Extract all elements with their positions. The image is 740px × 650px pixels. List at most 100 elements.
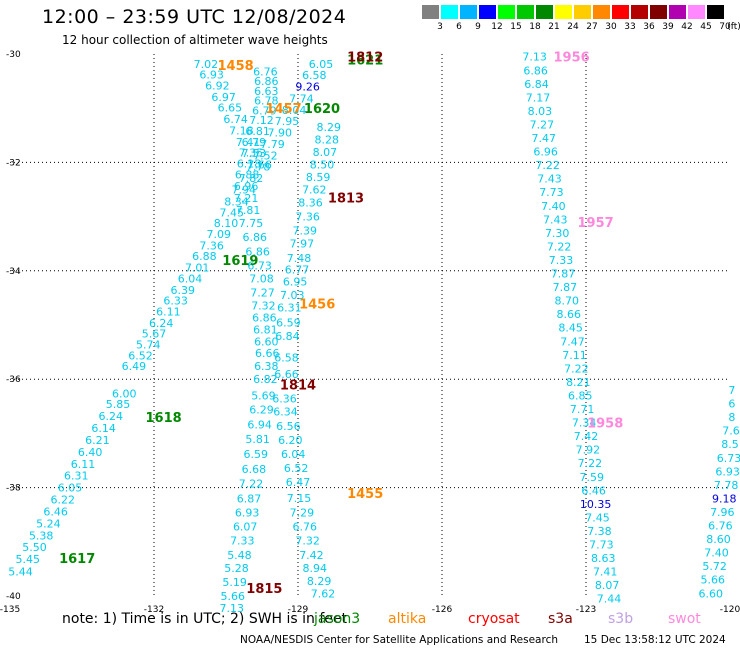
data-point-label: 7.43 xyxy=(543,213,568,226)
data-point-label: 7.17 xyxy=(526,91,551,104)
data-point-label: 6.11 xyxy=(71,458,96,471)
pass-time-label: 1815 xyxy=(246,582,282,597)
colorbar-swatch xyxy=(441,5,458,19)
colorbar-tick-label: 42 xyxy=(681,22,693,32)
data-point-label: 6.58 xyxy=(274,352,299,365)
data-point-label: 7.47 xyxy=(560,335,585,348)
data-point-label: 7.12 xyxy=(249,114,274,127)
y-tick-label: -34 xyxy=(6,267,21,277)
data-point-label: 6.78 xyxy=(254,95,279,108)
data-point-label: 7.29 xyxy=(290,507,315,520)
data-point-label: 6 xyxy=(728,398,735,411)
colorbar-tick-label: 36 xyxy=(643,22,655,32)
data-point-label: 7.74 xyxy=(289,92,314,105)
data-point-label: 6.47 xyxy=(286,476,311,489)
colorbar-tick-label: 33 xyxy=(624,22,636,32)
colorbar-swatch xyxy=(536,5,553,19)
data-point-label: 8.60 xyxy=(706,533,731,546)
data-point-label: 6.58 xyxy=(302,69,327,82)
x-tick-label: -135 xyxy=(0,605,20,615)
legend-item-altika: altika xyxy=(388,611,427,627)
data-point-label: 7.03 xyxy=(280,289,305,302)
legend-item-cryosat: cryosat xyxy=(468,611,520,627)
data-point-label: 6.20 xyxy=(278,434,303,447)
data-point-label: 7.18 xyxy=(229,124,254,137)
data-point-label: 6.96 xyxy=(234,180,259,193)
data-point-label: 7.33 xyxy=(230,535,255,548)
data-point-label: 5.85 xyxy=(106,398,131,411)
data-point-label: 7.22 xyxy=(239,477,264,490)
pass-time-label: 1812 xyxy=(347,51,383,66)
data-point-label: 7.33 xyxy=(549,254,574,267)
data-point-label: 6.93 xyxy=(235,507,260,520)
data-point-label: 6.79 xyxy=(242,136,267,149)
colorbar-swatch xyxy=(422,5,439,19)
pass-time-label: 1956 xyxy=(554,51,590,66)
data-point-label: 7.27 xyxy=(530,118,555,131)
data-point-label: 6.46 xyxy=(43,505,68,518)
chart-subtitle: 12 hour collection of altimeter wave hei… xyxy=(62,33,328,47)
data-point-label: 7.44 xyxy=(597,593,622,606)
data-point-label: 7.94 xyxy=(232,184,257,197)
data-point-label: 8.10 xyxy=(214,217,239,230)
data-point-label: 8.66 xyxy=(556,308,581,321)
data-point-label: 6.68 xyxy=(242,463,267,476)
colorbar-swatch xyxy=(669,5,686,19)
colorbar-tick-label: 27 xyxy=(586,22,598,32)
data-point-label: 7.92 xyxy=(576,444,601,457)
data-point-label: 6.00 xyxy=(112,387,137,400)
data-point-label: 6.86 xyxy=(523,64,548,77)
data-point-label: 5.66 xyxy=(700,574,725,587)
data-point-label: 6.93 xyxy=(199,69,224,82)
data-point-label: 6.33 xyxy=(163,295,188,308)
data-point-label: 8.21 xyxy=(566,376,591,389)
data-point-label: 7.97 xyxy=(290,238,315,251)
pass-time-label: 1814 xyxy=(280,379,316,394)
data-point-label: 9.18 xyxy=(712,492,737,505)
data-point-label: 7.81 xyxy=(236,204,261,217)
data-point-label: 6.86 xyxy=(245,245,270,258)
colorbar-swatch xyxy=(498,5,515,19)
pass-time-label: 1456 xyxy=(299,297,335,312)
legend-item-jason3: jason3 xyxy=(314,611,361,627)
data-point-label: 6.84 xyxy=(524,78,549,91)
colorbar-tick-label: 6 xyxy=(456,22,462,32)
y-tick-label: -32 xyxy=(6,158,21,168)
data-point-label: 6.05 xyxy=(309,58,334,71)
data-point-label: 5.44 xyxy=(8,566,33,579)
data-point-label: 6.66 xyxy=(274,368,299,381)
data-point-label: 7.13 xyxy=(522,51,547,64)
data-point-label: 6.38 xyxy=(254,360,279,373)
data-point-label: 6.52 xyxy=(128,349,153,362)
data-point-label: 7.22 xyxy=(578,457,603,470)
data-point-label: 6.52 xyxy=(284,462,309,475)
data-point-label: 5.74 xyxy=(136,339,161,352)
data-point-label: 5.45 xyxy=(16,553,41,566)
legend-item-s3b: s3b xyxy=(608,611,634,627)
colorbar-swatch xyxy=(574,5,591,19)
data-point-label: 7.90 xyxy=(268,127,293,140)
data-point-label: 7.87 xyxy=(551,268,576,281)
data-point-label: 7.78 xyxy=(714,479,739,492)
x-tick-label: -120 xyxy=(720,605,740,615)
data-point-label: 6.59 xyxy=(276,316,301,329)
data-point-label: 6.29 xyxy=(249,404,274,417)
data-point-label: 5.66 xyxy=(220,590,245,603)
data-point-label: 8.03 xyxy=(528,105,553,118)
data-point-label: 7.78 xyxy=(246,161,271,174)
data-point-label: 7.08 xyxy=(249,272,274,285)
data-point-label: 6.81 xyxy=(253,323,278,336)
data-point-label: 7.40 xyxy=(541,200,566,213)
data-point-label: 7.41 xyxy=(236,136,261,149)
data-point-label: 8.29 xyxy=(307,575,332,588)
data-point-label: 6.04 xyxy=(178,272,203,285)
data-point-label: 7.59 xyxy=(580,471,605,484)
pass-time-label: 1621 xyxy=(347,53,383,68)
data-point-label: 7.22 xyxy=(547,240,572,253)
data-point-label: 7.38 xyxy=(587,525,612,538)
colorbar-tick-label: 30 xyxy=(605,22,617,32)
data-point-label: 6.21 xyxy=(85,434,110,447)
data-point-label: 8.07 xyxy=(313,146,338,159)
data-point-label: 6.11 xyxy=(156,305,181,318)
y-tick-label: -36 xyxy=(6,375,21,385)
